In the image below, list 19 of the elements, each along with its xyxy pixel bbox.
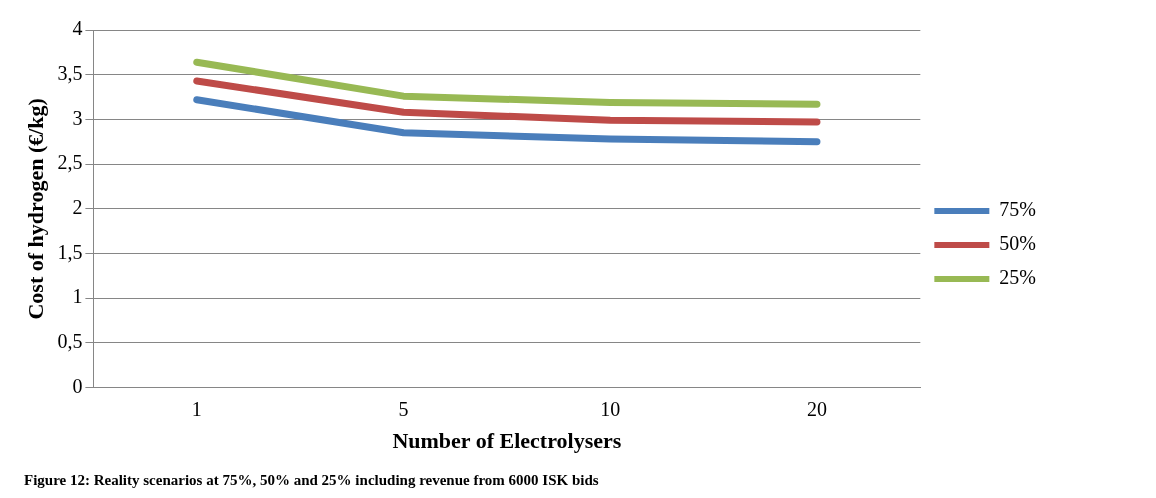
x-axis-title: Number of Electrolysers (392, 428, 622, 454)
y-tick-label: 2 (72, 196, 83, 219)
y-tick-label: 1,5 (57, 240, 83, 263)
legend-label: 25% (999, 266, 1037, 289)
y-axis-title: Cost of hydrogen (€/kg) (22, 98, 48, 320)
legend-label: 50% (999, 232, 1037, 255)
x-tick-label: 5 (398, 397, 409, 420)
y-tick-label: 1 (72, 285, 83, 308)
y-tick-label: 4 (72, 17, 83, 40)
y-tick-label: 2,5 (57, 151, 83, 174)
y-tick-label: 0,5 (57, 330, 83, 353)
legend-label: 75% (999, 198, 1037, 221)
y-tick-label: 3,5 (57, 61, 83, 84)
y-tick-label: 0 (72, 374, 83, 397)
x-tick-label: 1 (191, 397, 202, 420)
y-tick-label: 3 (72, 106, 83, 129)
caption: Figure 12: Reality scenarios at 75%, 50% and 25% including revenue from 6000 ISK bids (24, 472, 599, 489)
x-tick-label: 20 (806, 397, 827, 420)
x-tick-label: 10 (600, 397, 621, 420)
